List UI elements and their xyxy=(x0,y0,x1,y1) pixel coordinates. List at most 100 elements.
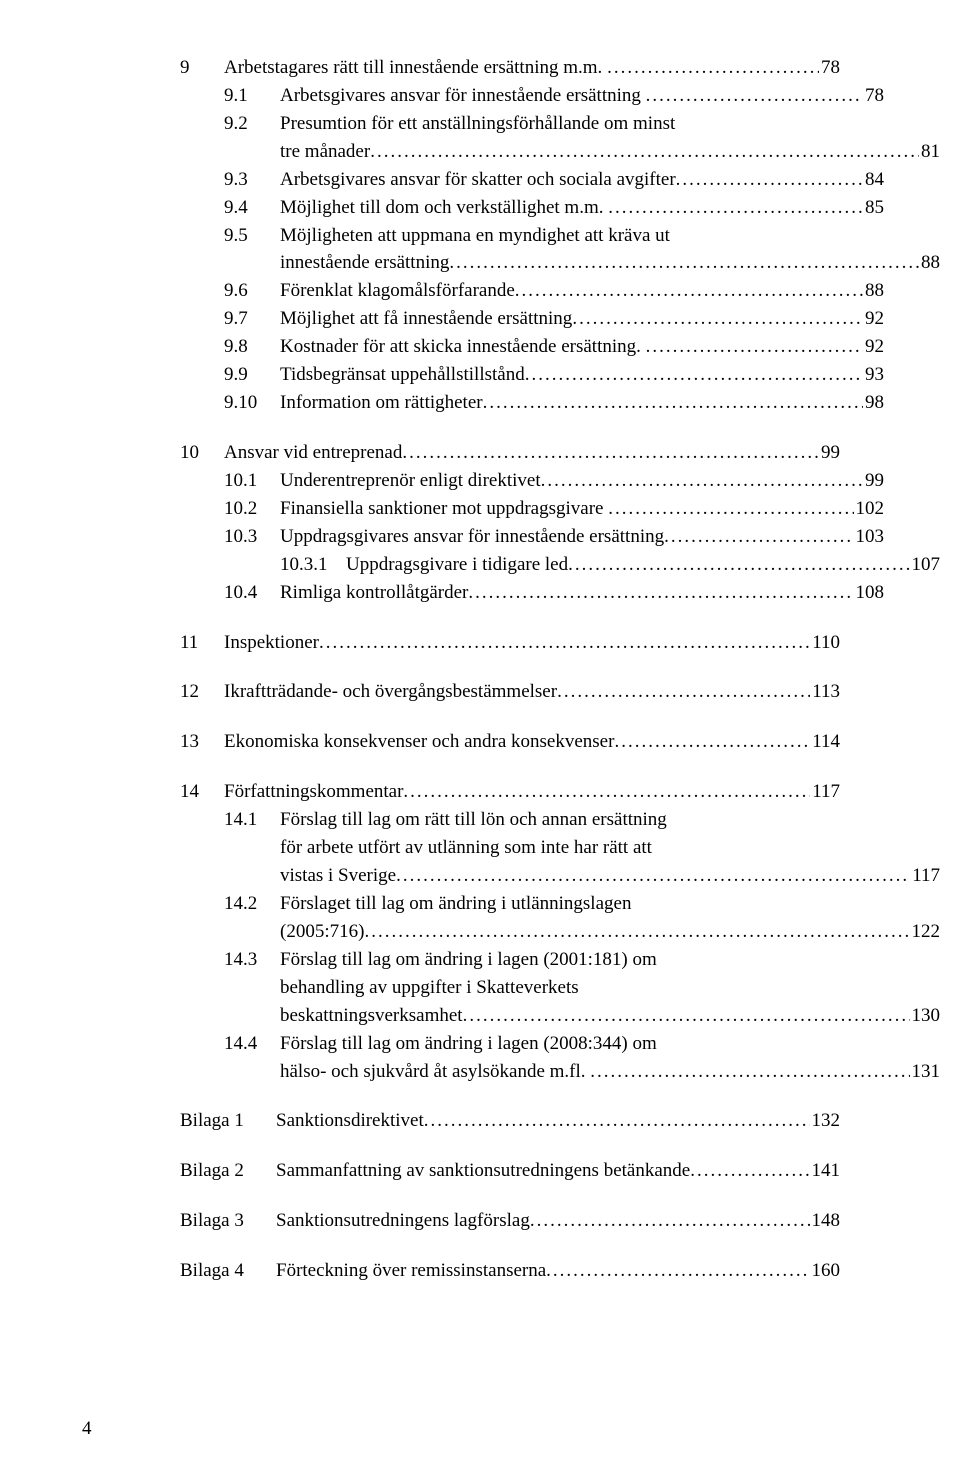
toc-page: 92 xyxy=(863,305,884,333)
toc-group: 12Ikraftträdande- och övergångsbestämmel… xyxy=(180,678,840,706)
toc-entry: 9.1Arbetsgivares ansvar för innestående … xyxy=(180,82,884,110)
toc-leader xyxy=(608,495,853,523)
toc-entry: Bilaga 4Förteckning över remissinstanser… xyxy=(180,1257,840,1285)
toc-number: 9.1 xyxy=(224,82,280,110)
toc-title: Förenklat klagomålsförfarande xyxy=(280,277,515,305)
toc-number: 14.4 xyxy=(224,1030,280,1058)
toc-page: 88 xyxy=(863,277,884,305)
toc-entry: 14.1Förslag till lag om rätt till lön oc… xyxy=(180,806,884,834)
toc-entry: 14.4Förslag till lag om ändring i lagen … xyxy=(180,1030,884,1058)
toc-page: 117 xyxy=(910,862,940,890)
toc-entry: Bilaga 2Sammanfattning av sanktionsutred… xyxy=(180,1157,840,1185)
toc-title: Möjlighet till dom och verkställighet m.… xyxy=(280,194,608,222)
toc-number: Bilaga 1 xyxy=(180,1107,276,1135)
toc-leader xyxy=(364,918,909,946)
toc-title-continuation: vistas i Sverige xyxy=(280,862,396,890)
toc-number: 14.3 xyxy=(224,946,280,974)
toc-number: 9.7 xyxy=(224,305,280,333)
toc-group: 9Arbetstagares rätt till innestående ers… xyxy=(180,54,840,417)
toc-entry: 14.2Förslaget till lag om ändring i utlä… xyxy=(180,890,884,918)
toc-page: 160 xyxy=(810,1257,841,1285)
toc-page: 141 xyxy=(810,1157,841,1185)
toc-leader xyxy=(572,305,863,333)
toc-leader xyxy=(319,629,810,657)
toc-title: Förslag till lag om ändring i lagen (200… xyxy=(280,946,657,974)
toc-number: 9.5 xyxy=(224,222,280,250)
table-of-contents: 9Arbetstagares rätt till innestående ers… xyxy=(180,54,840,1285)
toc-number: 9.4 xyxy=(224,194,280,222)
toc-page: 130 xyxy=(910,1002,941,1030)
toc-entry: 9.2Presumtion för ett anställningsförhål… xyxy=(180,110,884,138)
toc-entry: 9.9Tidsbegränsat uppehållstillstånd93 xyxy=(180,361,884,389)
toc-title: Finansiella sanktioner mot uppdragsgivar… xyxy=(280,495,608,523)
toc-leader xyxy=(664,523,853,551)
toc-entry: 10Ansvar vid entreprenad99 xyxy=(180,439,840,467)
toc-title: Ikraftträdande- och övergångsbestämmelse… xyxy=(224,678,557,706)
toc-page: 110 xyxy=(810,629,840,657)
toc-page: 78 xyxy=(819,54,840,82)
toc-title: Sanktionsdirektivet xyxy=(276,1107,424,1135)
toc-number: 10 xyxy=(180,439,224,467)
toc-group: Bilaga 1Sanktionsdirektivet132 xyxy=(180,1107,840,1135)
toc-entry-continuation: beskattningsverksamhet130 xyxy=(180,1002,940,1030)
toc-leader xyxy=(468,579,853,607)
toc-page: 108 xyxy=(854,579,885,607)
toc-number: 9.3 xyxy=(224,166,280,194)
toc-number: 9 xyxy=(180,54,224,82)
toc-entry: 14.3Förslag till lag om ändring i lagen … xyxy=(180,946,884,974)
toc-page: 84 xyxy=(863,166,884,194)
page-number: 4 xyxy=(82,1415,92,1443)
toc-title: Förslag till lag om ändring i lagen (200… xyxy=(280,1030,657,1058)
toc-page: 98 xyxy=(863,389,884,417)
toc-number: 14.2 xyxy=(224,890,280,918)
toc-entry: 9.8Kostnader för att skicka innestående … xyxy=(180,333,884,361)
toc-leader xyxy=(546,1257,809,1285)
toc-group: Bilaga 3Sanktionsutredningens lagförslag… xyxy=(180,1207,840,1235)
toc-leader xyxy=(541,467,863,495)
toc-number: 9.2 xyxy=(224,110,280,138)
toc-page: 117 xyxy=(810,778,840,806)
toc-entry-continuation: innestående ersättning88 xyxy=(180,249,940,277)
toc-title: Författningskommentar xyxy=(224,778,403,806)
toc-title-continuation: tre månader xyxy=(280,138,370,166)
toc-number: 9.6 xyxy=(224,277,280,305)
toc-page: 107 xyxy=(910,551,941,579)
toc-entry: 10.2Finansiella sanktioner mot uppdragsg… xyxy=(180,495,884,523)
toc-title: Förslaget till lag om ändring i utlännin… xyxy=(280,890,631,918)
toc-page: 85 xyxy=(863,194,884,222)
toc-number: 9.10 xyxy=(224,389,280,417)
toc-number: 10.2 xyxy=(224,495,280,523)
toc-group: 14Författningskommentar11714.1Förslag ti… xyxy=(180,778,840,1085)
toc-page: 148 xyxy=(810,1207,841,1235)
toc-entry-continuation: hälso- och sjukvård åt asylsökande m.fl.… xyxy=(180,1058,940,1086)
toc-title: Presumtion för ett anställningsförhållan… xyxy=(280,110,675,138)
toc-number: 14 xyxy=(180,778,224,806)
toc-entry: 9.10Information om rättigheter98 xyxy=(180,389,884,417)
toc-page: 103 xyxy=(854,523,885,551)
toc-title: Tidsbegränsat uppehållstillstånd xyxy=(280,361,525,389)
toc-entry: 9.5Möjligheten att uppmana en myndighet … xyxy=(180,222,884,250)
toc-title: Möjligheten att uppmana en myndighet att… xyxy=(280,222,670,250)
toc-title-continuation: behandling av uppgifter i Skatteverkets xyxy=(280,974,579,1002)
toc-page: 93 xyxy=(863,361,884,389)
toc-entry-continuation: för arbete utfört av utlänning som inte … xyxy=(180,834,940,862)
toc-number: 10.3 xyxy=(224,523,280,551)
toc-leader xyxy=(646,82,863,110)
toc-page: 131 xyxy=(910,1058,941,1086)
toc-title-continuation: innestående ersättning xyxy=(280,249,449,277)
toc-number: 13 xyxy=(180,728,224,756)
toc-entry: Bilaga 3Sanktionsutredningens lagförslag… xyxy=(180,1207,840,1235)
toc-entry: 9Arbetstagares rätt till innestående ers… xyxy=(180,54,840,82)
toc-entry: 13Ekonomiska konsekvenser och andra kons… xyxy=(180,728,840,756)
toc-leader xyxy=(402,439,819,467)
toc-title: Rimliga kontrollåtgärder xyxy=(280,579,468,607)
toc-title: Kostnader för att skicka innestående ers… xyxy=(280,333,646,361)
toc-entry-continuation: (2005:716)122 xyxy=(180,918,940,946)
toc-leader xyxy=(557,678,810,706)
toc-entry: 9.6Förenklat klagomålsförfarande 88 xyxy=(180,277,884,305)
toc-leader xyxy=(403,778,810,806)
toc-leader xyxy=(449,249,919,277)
toc-title: Underentreprenör enligt direktivet xyxy=(280,467,541,495)
toc-title: Arbetstagares rätt till innestående ersä… xyxy=(224,54,607,82)
toc-leader xyxy=(614,728,810,756)
